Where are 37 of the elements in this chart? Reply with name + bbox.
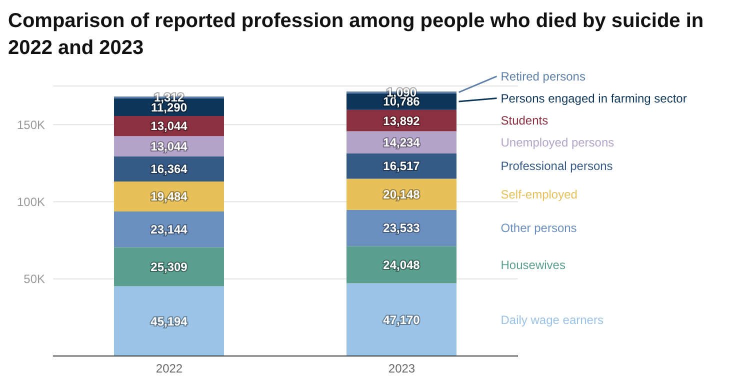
text: Other persons — [500, 221, 577, 236]
text: Unemployed persons — [500, 135, 614, 150]
data-label: 1,090 — [386, 86, 417, 100]
bar — [114, 247, 224, 286]
y-tick-label: 100K — [16, 194, 45, 209]
text: Professional persons — [500, 159, 613, 174]
bar — [346, 178, 456, 210]
x-tick-label: 2023 — [388, 362, 416, 376]
bar — [114, 212, 224, 248]
data-label: 19,484 — [150, 190, 188, 204]
data-label: 14,234 — [383, 135, 420, 150]
data-label: 23,144 — [150, 222, 188, 237]
text: Housewives — [500, 258, 566, 272]
bar — [346, 246, 456, 284]
bar — [346, 283, 456, 356]
legend-label: Persons engaged in farming sector — [500, 91, 687, 106]
bar — [346, 210, 456, 246]
text: Self-employed — [500, 187, 578, 202]
y-tick-label: 150K — [16, 118, 45, 132]
bar — [114, 286, 224, 356]
data-label: 20,148 — [383, 187, 420, 202]
text: Daily wage earners — [500, 312, 604, 327]
y-tick-label: 50K — [24, 272, 45, 286]
chart-title: Comparison of reported profession among people who died by suicide in 2022 and 2023 — [8, 9, 705, 61]
data-label: 24,048 — [383, 258, 420, 272]
data-label: 16,364 — [150, 162, 188, 176]
x-tick-label: 2022 — [156, 362, 183, 376]
data-label: 13,892 — [383, 114, 420, 128]
data-label: 47,170 — [383, 312, 420, 327]
text: Students — [500, 113, 548, 128]
data-label: 45,194 — [150, 314, 188, 328]
data-label: 23,533 — [383, 221, 420, 236]
data-label: 13,044 — [150, 119, 188, 134]
data-label: 16,517 — [383, 159, 420, 174]
data-label: 13,044 — [150, 139, 188, 154]
legend-label: Retired persons — [500, 69, 586, 84]
data-label: 25,309 — [150, 260, 188, 274]
